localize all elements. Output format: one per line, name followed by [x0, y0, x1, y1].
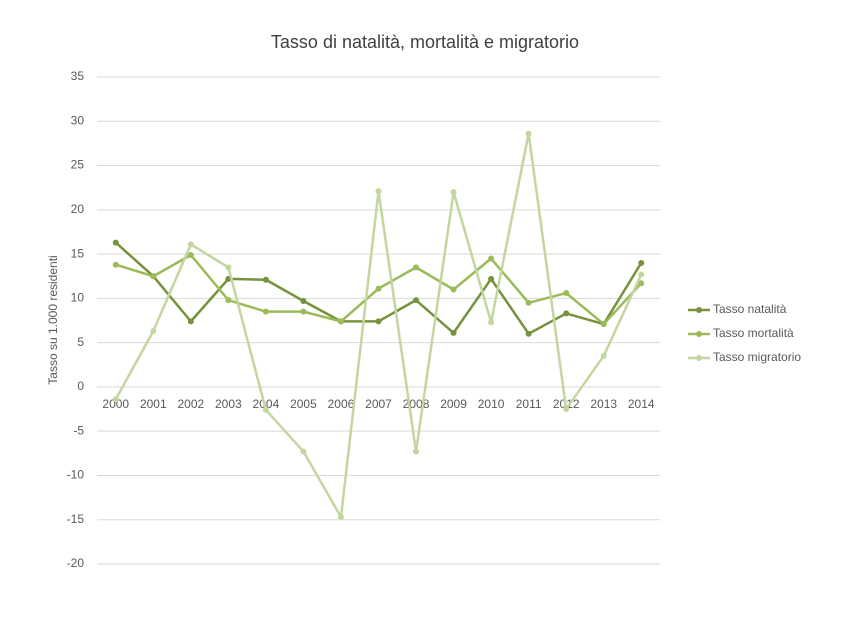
x-tick-label: 2005	[290, 397, 317, 411]
chart-title: Tasso di natalità, mortalità e migratori…	[271, 32, 579, 52]
data-point	[563, 290, 570, 297]
data-point	[525, 330, 532, 337]
x-tick-label: 2010	[478, 397, 505, 411]
x-tick-label: 2004	[253, 397, 280, 411]
legend-label: Tasso natalità	[713, 302, 787, 316]
x-tick-label: 2003	[215, 397, 242, 411]
data-point	[563, 406, 570, 413]
x-tick-label: 2008	[403, 397, 430, 411]
x-tick-label: 2007	[365, 397, 392, 411]
data-point	[112, 261, 119, 268]
data-point	[112, 396, 119, 403]
y-tick-label: -10	[67, 468, 85, 482]
y-tick-label: 10	[71, 291, 85, 305]
y-tick-label: -15	[67, 512, 85, 526]
data-point	[112, 239, 119, 246]
data-point	[187, 318, 194, 325]
data-point	[638, 280, 645, 287]
x-tick-label: 2013	[590, 397, 617, 411]
x-tick-label: 2002	[177, 397, 204, 411]
data-point	[450, 286, 457, 293]
x-tick-label: 2009	[440, 397, 467, 411]
data-point	[488, 255, 495, 262]
data-point	[600, 321, 607, 328]
y-tick-label: -20	[67, 556, 85, 570]
data-point	[262, 406, 269, 413]
y-tick-label: 5	[77, 335, 84, 349]
data-point	[450, 189, 457, 196]
data-point	[413, 297, 420, 304]
y-tick-label: -5	[73, 423, 84, 437]
data-point	[638, 271, 645, 278]
y-tick-label: 25	[71, 158, 85, 172]
data-point	[300, 308, 307, 315]
y-axis-label: Tasso su 1.000 residenti	[46, 255, 60, 384]
data-point	[638, 259, 645, 266]
data-point	[375, 285, 382, 292]
legend-marker	[696, 307, 702, 313]
data-point	[300, 448, 307, 455]
data-point	[413, 264, 420, 271]
legend-label: Tasso mortalità	[713, 326, 794, 340]
data-point	[525, 130, 532, 137]
data-point	[450, 329, 457, 336]
y-tick-label: 35	[71, 69, 85, 83]
y-tick-label: 0	[77, 379, 84, 393]
data-point	[375, 188, 382, 195]
x-tick-label: 2001	[140, 397, 167, 411]
legend-label: Tasso migratorio	[713, 350, 801, 364]
data-point	[300, 298, 307, 305]
y-tick-label: 30	[71, 113, 85, 127]
legend-marker	[696, 331, 702, 337]
data-point	[150, 328, 157, 335]
x-tick-label: 2014	[628, 397, 655, 411]
data-point	[337, 318, 344, 325]
data-point	[262, 308, 269, 315]
data-point	[262, 276, 269, 283]
x-tick-label: 2011	[516, 397, 542, 411]
x-tick-label: 2000	[102, 397, 129, 411]
data-point	[225, 297, 232, 304]
data-point	[600, 352, 607, 359]
data-point	[187, 251, 194, 258]
data-point	[375, 318, 382, 325]
data-point	[150, 273, 157, 280]
data-point	[225, 264, 232, 271]
legend-marker	[696, 355, 702, 361]
data-point	[563, 310, 570, 317]
data-point	[413, 448, 420, 455]
data-point	[187, 241, 194, 248]
data-point	[337, 514, 344, 521]
data-point	[488, 275, 495, 282]
y-tick-label: 20	[71, 202, 85, 216]
y-tick-label: 15	[71, 246, 85, 260]
data-point	[525, 299, 532, 306]
data-point	[488, 319, 495, 326]
x-tick-label: 2006	[328, 397, 355, 411]
